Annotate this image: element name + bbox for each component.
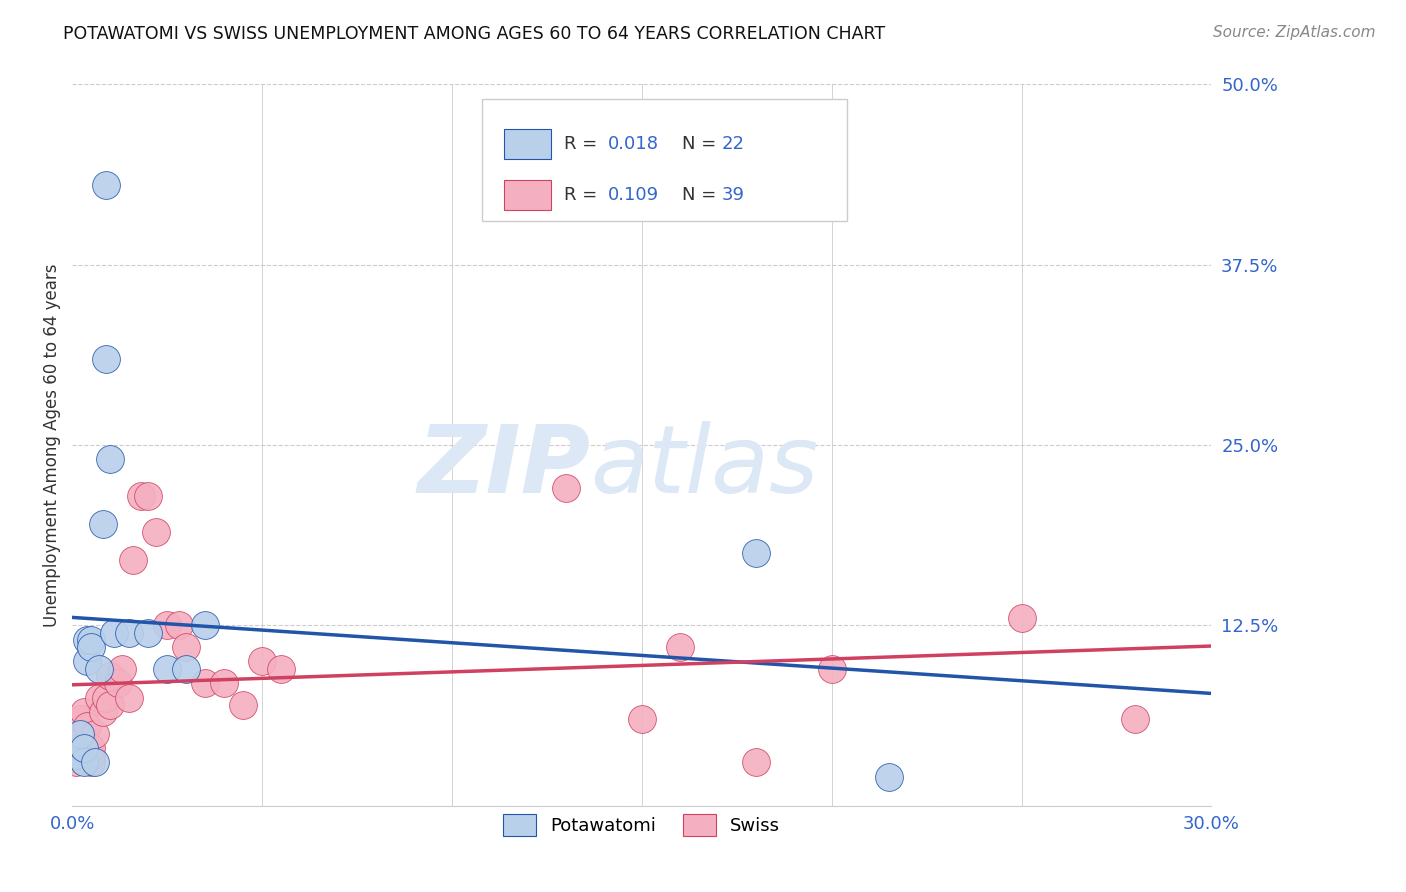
Point (65, 748, 87, 763)
Point (136, 625, 159, 640)
Text: N =: N = (682, 186, 721, 203)
Point (212, 676, 235, 690)
Point (156, 618, 179, 632)
Point (80, 640, 103, 654)
FancyBboxPatch shape (503, 180, 551, 210)
Point (91, 517, 114, 532)
Point (194, 618, 217, 632)
Text: ZIP: ZIP (418, 421, 591, 513)
Point (110, 662, 132, 676)
Point (72, 705, 94, 719)
Point (80, 756, 103, 770)
Text: 0.109: 0.109 (607, 186, 659, 203)
Point (69, 726, 91, 740)
Point (129, 489, 152, 503)
Point (232, 698, 254, 712)
Text: 0.018: 0.018 (607, 135, 658, 153)
Text: POTAWATOMI VS SWISS UNEMPLOYMENT AMONG AGES 60 TO 64 YEARS CORRELATION CHART: POTAWATOMI VS SWISS UNEMPLOYMENT AMONG A… (63, 25, 886, 43)
Point (72, 756, 94, 770)
Point (98, 669, 121, 683)
Point (80, 632, 103, 647)
Text: 39: 39 (721, 186, 745, 203)
Point (118, 625, 141, 640)
Point (65, 756, 87, 770)
Point (554, 481, 576, 495)
Point (80, 741, 103, 756)
Point (167, 618, 190, 632)
Point (84, 756, 107, 770)
Text: R =: R = (564, 186, 603, 203)
Point (174, 662, 197, 676)
Point (87, 690, 110, 705)
Point (96, 351, 118, 366)
Point (69, 712, 91, 726)
Text: N =: N = (682, 135, 721, 153)
FancyBboxPatch shape (503, 129, 551, 159)
Point (821, 662, 844, 676)
Point (136, 489, 159, 503)
Point (122, 553, 145, 567)
Point (668, 640, 690, 654)
Point (1125, 712, 1147, 726)
Point (250, 655, 273, 669)
Point (156, 662, 179, 676)
Point (877, 770, 900, 784)
Point (98, 452, 121, 467)
Point (76, 748, 98, 763)
Text: 22: 22 (721, 135, 745, 153)
Text: atlas: atlas (591, 421, 818, 512)
Point (76, 632, 98, 647)
Point (174, 640, 197, 654)
Point (87, 662, 110, 676)
Y-axis label: Unemployment Among Ages 60 to 64 years: Unemployment Among Ages 60 to 64 years (44, 263, 60, 627)
Point (1011, 611, 1033, 625)
Point (194, 676, 217, 690)
Point (80, 748, 103, 763)
Point (103, 625, 125, 640)
Text: Source: ZipAtlas.com: Source: ZipAtlas.com (1212, 25, 1375, 40)
Point (745, 756, 768, 770)
Point (145, 524, 167, 539)
Point (107, 676, 129, 690)
FancyBboxPatch shape (482, 99, 846, 221)
Point (98, 698, 121, 712)
Point (69, 748, 91, 763)
Point (65, 741, 87, 756)
Point (72, 741, 94, 756)
Point (118, 690, 141, 705)
Point (72, 741, 94, 756)
Point (91, 705, 114, 719)
Point (84, 726, 107, 740)
Point (96, 178, 118, 193)
Point (270, 662, 292, 676)
Legend: Potawatomi, Swiss: Potawatomi, Swiss (496, 807, 787, 844)
Point (745, 546, 768, 560)
Point (96, 690, 118, 705)
Point (76, 655, 98, 669)
Point (76, 719, 98, 733)
Point (630, 712, 652, 726)
Text: R =: R = (564, 135, 603, 153)
